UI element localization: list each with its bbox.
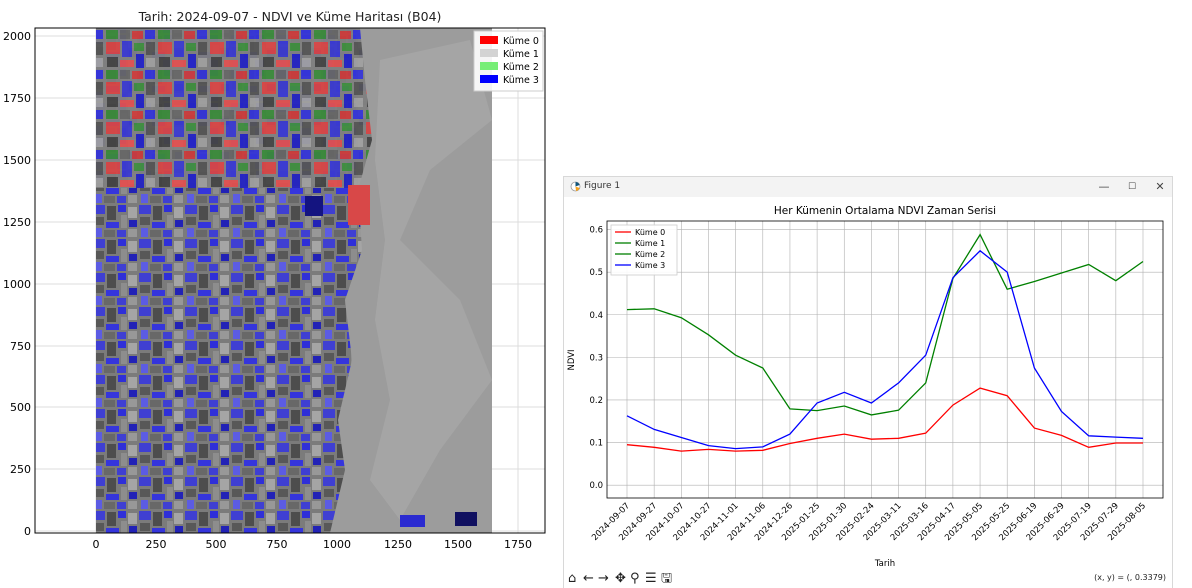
y-tick-label: 1750 xyxy=(3,92,31,105)
legend-swatch-kume-3 xyxy=(480,75,498,83)
legend-swatch-kume-2 xyxy=(480,62,498,70)
y-tick-label: 0.6 xyxy=(589,226,603,236)
map-title: Tarih: 2024-09-07 - NDVI ve Küme Haritas… xyxy=(138,9,442,24)
y-tick-label: 750 xyxy=(10,340,31,353)
x-tick-label: 250 xyxy=(146,538,167,551)
navigation-toolbar: ⌂ ← → ✥ ⚲ ☰ 🖫 (x, y) = (, 0.3379) xyxy=(564,569,1172,588)
legend-label: Küme 2 xyxy=(635,250,665,259)
coordinate-readout: (x, y) = (, 0.3379) xyxy=(1094,573,1166,582)
ndvi-cluster-map: 0 250 500 750 1000 1250 1500 1750 2000 0… xyxy=(3,9,546,551)
map-legend: Küme 0 Küme 1 Küme 2 Küme 3 xyxy=(473,30,544,92)
series-line-kume-2 xyxy=(626,233,1144,416)
y-tick-label: 500 xyxy=(10,401,31,414)
maximize-button[interactable]: ☐ xyxy=(1127,182,1137,192)
legend-label: Küme 1 xyxy=(503,49,539,60)
y-tick-label: 1000 xyxy=(3,278,31,291)
y-tick-label: 0.2 xyxy=(589,396,603,406)
pan-icon[interactable]: ✥ xyxy=(615,571,626,586)
y-tick-label: 0.3 xyxy=(589,353,603,363)
y-tick-label: 1500 xyxy=(3,154,31,167)
legend-swatch-kume-0 xyxy=(480,36,498,44)
forward-arrow-icon[interactable]: → xyxy=(598,571,609,586)
x-tick-label: 750 xyxy=(267,538,288,551)
x-tick-label: 0 xyxy=(93,538,100,551)
figure-window: Figure 1 — ☐ ✕ 0.0 0.1 0.2 0.3 0.4 0.5 0.6 202… xyxy=(563,176,1173,588)
x-tick-label: 1500 xyxy=(444,538,472,551)
chart-title: Her Kümenin Ortalama NDVI Zaman Serisi xyxy=(774,205,996,217)
close-button[interactable]: ✕ xyxy=(1155,180,1165,193)
y-tick-label: 0 xyxy=(24,525,31,538)
save-icon[interactable]: 🖫 xyxy=(661,571,673,586)
ndvi-timeseries-chart: 0.00.10.20.30.40.50.6 2024-09-072024-09-… xyxy=(564,197,1172,569)
y-tick-label: 0.0 xyxy=(589,481,603,491)
x-tick-label: 500 xyxy=(206,538,227,551)
legend-label: Küme 3 xyxy=(635,261,665,270)
x-axis-label: Tarih xyxy=(874,559,895,569)
matplotlib-icon xyxy=(570,181,581,192)
y-axis-label: NDVI xyxy=(567,349,577,370)
y-tick-label: 2000 xyxy=(3,30,31,43)
plot-frame xyxy=(606,220,1164,499)
window-titlebar[interactable]: Figure 1 — ☐ ✕ xyxy=(564,177,1172,198)
x-tick-label: 1000 xyxy=(323,538,351,551)
legend-label: Küme 2 xyxy=(503,62,539,73)
x-tick-label: 1750 xyxy=(504,538,532,551)
legend-swatch-kume-1 xyxy=(480,49,498,57)
y-tick-label: 250 xyxy=(10,463,31,476)
legend-label: Küme 3 xyxy=(503,75,539,86)
back-arrow-icon[interactable]: ← xyxy=(583,571,594,586)
minimize-button[interactable]: — xyxy=(1098,180,1110,193)
series-line-kume-3 xyxy=(626,249,1144,450)
legend-label: Küme 1 xyxy=(635,239,665,248)
home-icon[interactable]: ⌂ xyxy=(568,571,577,586)
y-tick-label: 0.4 xyxy=(589,311,603,321)
legend-label: Küme 0 xyxy=(635,228,665,237)
y-tick-label: 0.1 xyxy=(589,439,603,449)
chart-legend: Küme 0 Küme 1 Küme 2 Küme 3 xyxy=(610,224,678,276)
window-title: Figure 1 xyxy=(584,181,621,191)
configure-subplots-icon[interactable]: ☰ xyxy=(645,571,657,586)
zoom-icon[interactable]: ⚲ xyxy=(630,571,640,586)
x-tick-label: 1250 xyxy=(384,538,412,551)
y-tick-label: 0.5 xyxy=(589,268,603,278)
series-line-kume-0 xyxy=(626,387,1143,452)
legend-label: Küme 0 xyxy=(503,36,539,47)
y-tick-label: 1250 xyxy=(3,216,31,229)
ndvi-cluster-map-figure: 0 250 500 750 1000 1250 1500 1750 2000 0… xyxy=(0,0,560,588)
